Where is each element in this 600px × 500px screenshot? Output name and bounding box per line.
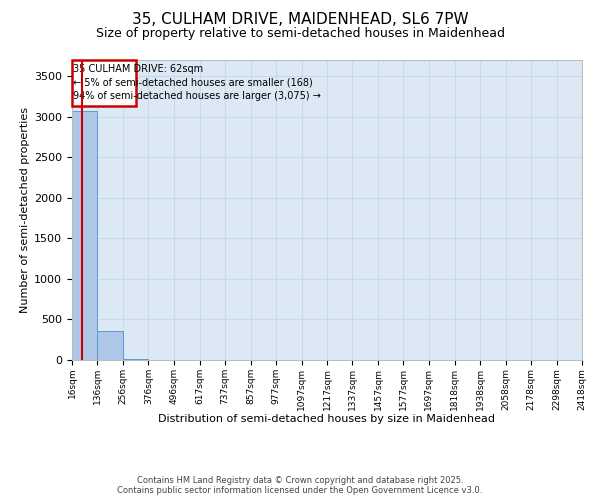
Text: 35 CULHAM DRIVE: 62sqm: 35 CULHAM DRIVE: 62sqm	[73, 64, 203, 74]
Text: Contains HM Land Registry data © Crown copyright and database right 2025.
Contai: Contains HM Land Registry data © Crown c…	[118, 476, 482, 495]
Bar	[123, 359, 148, 360]
Text: ← 5% of semi-detached houses are smaller (168): ← 5% of semi-detached houses are smaller…	[73, 77, 313, 87]
Text: 35, CULHAM DRIVE, MAIDENHEAD, SL6 7PW: 35, CULHAM DRIVE, MAIDENHEAD, SL6 7PW	[131, 12, 469, 28]
X-axis label: Distribution of semi-detached houses by size in Maidenhead: Distribution of semi-detached houses by …	[158, 414, 496, 424]
Bar	[72, 110, 97, 360]
Bar	[97, 332, 123, 360]
Text: Size of property relative to semi-detached houses in Maidenhead: Size of property relative to semi-detach…	[95, 28, 505, 40]
Y-axis label: Number of semi-detached properties: Number of semi-detached properties	[20, 107, 30, 313]
Text: 94% of semi-detached houses are larger (3,075) →: 94% of semi-detached houses are larger (…	[73, 90, 321, 101]
Bar	[72, 60, 136, 106]
